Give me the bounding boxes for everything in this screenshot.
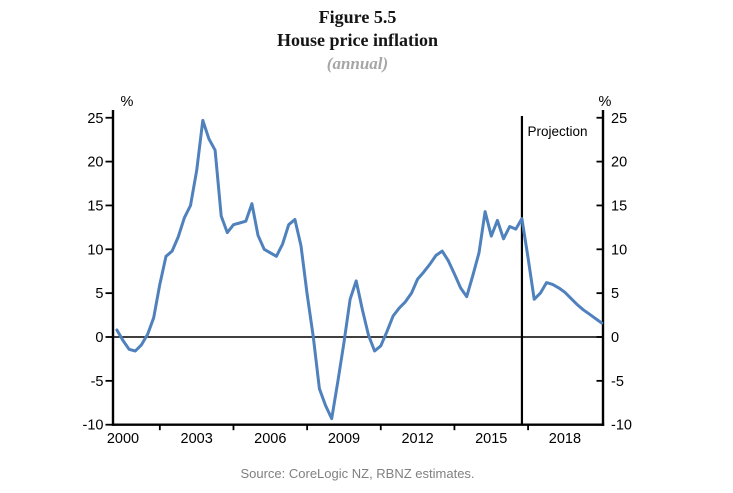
left-axis-tick-label: -10 [83,418,104,434]
right-axis-unit-label: % [599,94,612,110]
right-axis-tick-label: 0 [611,330,619,346]
right-axis-tick-label: 15 [611,198,627,214]
right-axis-tick-label: 25 [611,111,627,127]
right-axis-tick-label: 20 [611,155,627,171]
source-caption: Source: CoreLogic NZ, RBNZ estimates. [240,466,475,481]
title-block: Figure 5.5 House price inflation (annual… [0,6,715,75]
chart-title: House price inflation [277,30,438,50]
right-axis-tick-label: -10 [611,418,632,434]
x-axis-label: 2018 [549,431,581,447]
x-axis-label: 2006 [254,431,286,447]
chart-subtitle: (annual) [326,54,389,73]
x-axis-label: 2015 [475,431,507,447]
left-axis-tick-label: -5 [91,374,104,390]
x-axis-label: 2003 [181,431,213,447]
left-axis-tick-label: 25 [87,111,103,127]
x-axis-label: 2000 [107,431,139,447]
right-axis-tick-label: -5 [611,374,624,390]
left-axis-tick-label: 0 [95,330,103,346]
left-axis-unit-label: % [121,94,134,110]
projection-label: Projection [527,124,587,139]
left-axis-tick-label: 10 [87,242,103,258]
left-axis-tick-label: 20 [87,155,103,171]
figure-number: Figure 5.5 [318,7,397,27]
right-axis-tick-label: 10 [611,242,627,258]
left-axis-tick-label: 15 [87,198,103,214]
x-axis-label: 2012 [401,431,433,447]
series-line-house-price-inflation [115,118,604,421]
left-axis-tick-label: 5 [95,286,103,302]
x-axis-label: 2009 [328,431,360,447]
right-axis-tick-label: 5 [611,286,619,302]
